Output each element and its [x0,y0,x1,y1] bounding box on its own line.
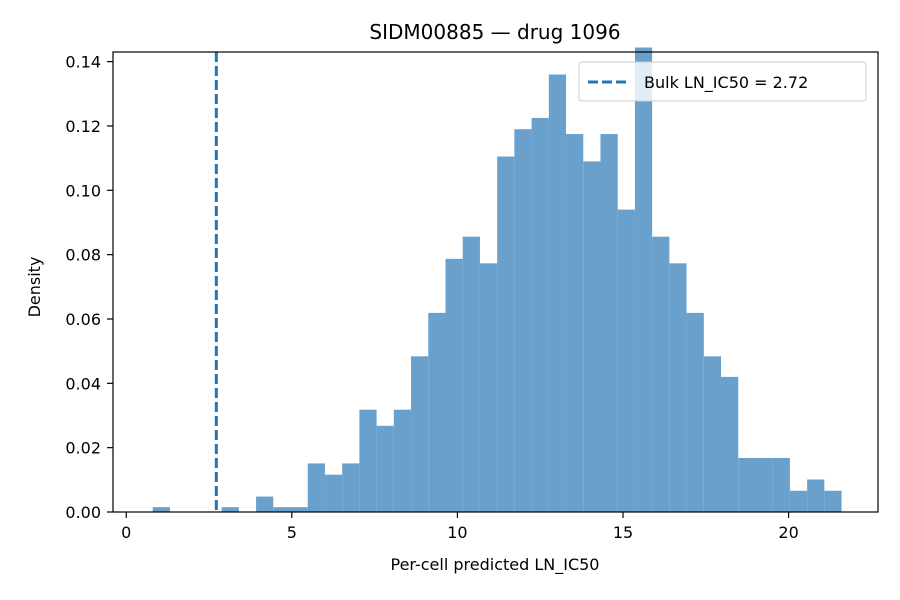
histogram-bar [221,507,239,512]
y-axis-label: Density [25,257,44,318]
histogram-bar [669,263,687,512]
histogram-bar [583,161,601,512]
histogram-bar [772,457,790,512]
y-tick-label: 0.12 [65,117,101,136]
histogram-bar [290,507,308,512]
y-tick-label: 0.06 [65,310,101,329]
x-tick-label: 10 [447,523,467,542]
axes: 0 5 10 15 20 0.00 0.02 0.04 0.06 0.08 0.10 0.12 0.14 [65,51,879,542]
histogram-bar [256,496,274,512]
histogram-bars [152,47,842,513]
histogram-bar [152,507,170,512]
histogram-bar [376,425,394,512]
histogram-bar [462,236,480,512]
legend-label: Bulk LN_IC50 = 2.72 [644,73,808,93]
histogram-bar [411,356,429,512]
histogram-bar [789,490,808,512]
x-tick-label: 20 [778,523,798,542]
histogram-bar [617,209,635,512]
histogram-bar [686,312,704,512]
histogram-bar [428,312,446,512]
y-tick-label: 0.00 [65,503,101,522]
histogram-bar [324,474,343,512]
histogram-bar [721,376,739,512]
y-tick-label: 0.14 [65,53,101,72]
histogram-bar [307,463,325,512]
histogram-bar [393,409,412,512]
histogram-bar [566,134,584,513]
x-tick-label: 5 [287,523,297,542]
histogram-bar [445,258,463,512]
chart-title: SIDM00885 — drug 1096 [369,20,620,44]
histogram-bar [531,117,549,512]
y-tick-label: 0.04 [65,374,101,393]
axes-frame [112,51,879,513]
y-tick-label: 0.08 [65,246,101,265]
histogram-bar [479,263,498,512]
histogram-bar [703,356,722,512]
histogram-bar [738,457,756,512]
histogram-bar [342,463,360,512]
legend: Bulk LN_IC50 = 2.72 [578,61,867,102]
histogram-bar [273,507,291,512]
histogram-bar [824,490,842,512]
histogram-bar [807,479,825,512]
histogram-bar [359,409,377,512]
x-tick-label: 0 [121,523,131,542]
y-tick-label: 0.02 [65,439,101,458]
histogram-bar [514,129,532,512]
x-axis-label: Per-cell predicted LN_IC50 [391,555,600,575]
histogram-bar [548,74,567,512]
y-tick-label: 0.10 [65,181,101,200]
histogram-bar [755,457,773,512]
histogram-bar [634,47,653,513]
x-tick-label: 15 [613,523,633,542]
legend-box [578,61,867,102]
histogram-bar [652,236,670,512]
histogram-bar [600,134,618,513]
histogram-bar [497,156,515,512]
